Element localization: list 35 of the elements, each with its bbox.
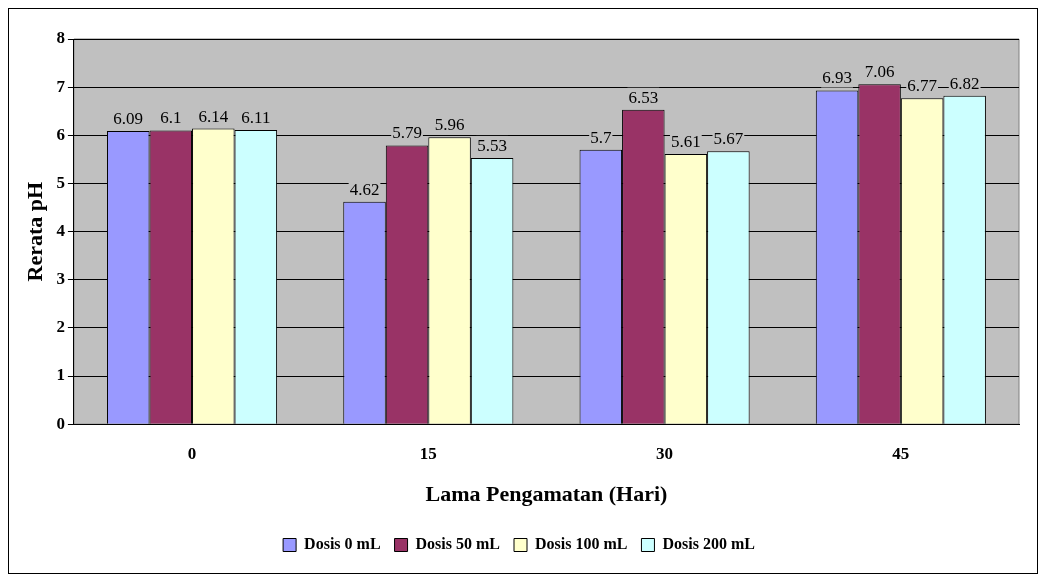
data-label: 4.62 bbox=[349, 179, 380, 199]
x-tick-label: 45 bbox=[892, 443, 910, 463]
x-tick-label: 30 bbox=[656, 443, 674, 463]
y-axis-title: Rerata pH bbox=[21, 181, 47, 282]
legend-label: Dosis 0 mL bbox=[304, 535, 381, 553]
y-tick-label: 7 bbox=[56, 76, 66, 96]
y-tick-label: 2 bbox=[56, 317, 65, 337]
legend-label: Dosis 50 mL bbox=[415, 535, 500, 553]
y-tick-label: 4 bbox=[56, 220, 66, 240]
data-label: 5.61 bbox=[670, 132, 701, 152]
y-tick-label: 5 bbox=[56, 172, 65, 192]
data-label: 6.11 bbox=[241, 107, 271, 127]
data-label: 5.7 bbox=[590, 127, 612, 147]
data-label: 6.77 bbox=[907, 76, 938, 96]
y-tick-label: 8 bbox=[56, 28, 65, 48]
data-label: 6.09 bbox=[113, 108, 144, 128]
data-label: 6.53 bbox=[628, 87, 659, 107]
y-tick-label: 1 bbox=[56, 365, 65, 385]
x-axis-title: Lama Pengamatan (Hari) bbox=[425, 481, 668, 507]
y-tick-label: 3 bbox=[56, 269, 65, 289]
data-label: 7.06 bbox=[864, 62, 895, 82]
data-label: 6.93 bbox=[822, 68, 852, 88]
legend-label: Dosis 100 mL bbox=[535, 535, 628, 553]
data-label: 6.14 bbox=[198, 106, 229, 126]
data-label: 5.96 bbox=[434, 115, 465, 135]
legend-label: Dosis 200 mL bbox=[662, 535, 755, 553]
y-tick-label: 6 bbox=[56, 124, 65, 144]
x-tick-label: 0 bbox=[187, 443, 197, 463]
y-tick-label: 0 bbox=[56, 413, 65, 433]
x-tick-label: 15 bbox=[419, 443, 437, 463]
data-label: 6.1 bbox=[160, 108, 182, 128]
data-label: 5.67 bbox=[713, 129, 744, 149]
data-label: 5.53 bbox=[477, 135, 507, 155]
data-label: 6.82 bbox=[949, 73, 980, 93]
data-label: 5.79 bbox=[392, 123, 422, 143]
